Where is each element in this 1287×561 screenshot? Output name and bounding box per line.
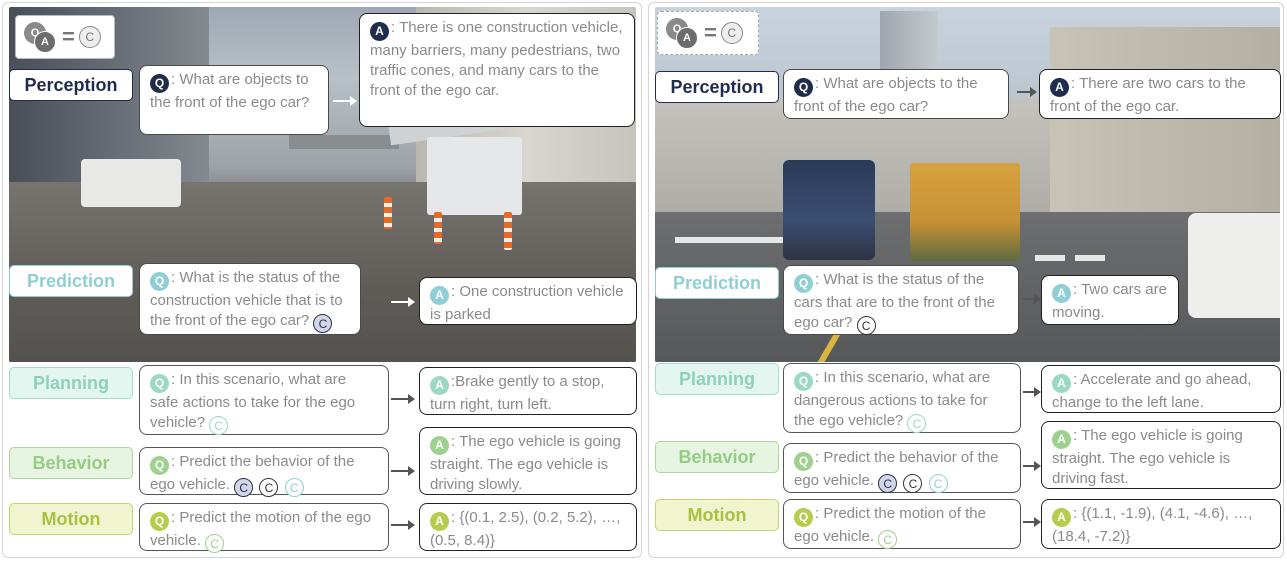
q-icon: Q bbox=[150, 73, 169, 93]
planning-answer: A:Brake gently to a stop, turn right, tu… bbox=[419, 367, 637, 415]
crosswalk-stripe bbox=[1035, 255, 1065, 261]
c-icon: C bbox=[907, 414, 927, 433]
behavior-answer: A: The ego vehicle is going straight. Th… bbox=[419, 427, 637, 495]
motion-tag: Motion bbox=[9, 503, 133, 535]
right-example-panel: Q A = C Perception Q: What are objects t… bbox=[648, 2, 1284, 558]
box-truck bbox=[910, 163, 1020, 261]
a-icon: A bbox=[430, 375, 449, 395]
a-icon: A bbox=[370, 21, 389, 41]
prediction-tag: Prediction bbox=[655, 267, 779, 299]
a-icon: A bbox=[1050, 77, 1069, 97]
arrow bbox=[1023, 517, 1041, 527]
prediction-question: Q: What is the status of the constructio… bbox=[139, 263, 361, 335]
c-icon: C bbox=[234, 478, 254, 497]
prediction-answer: A: Two cars are moving. bbox=[1041, 275, 1179, 325]
c-icon: C bbox=[720, 22, 743, 44]
motion-tag: Motion bbox=[655, 499, 779, 531]
perception-tag: Perception bbox=[655, 71, 779, 103]
government-building bbox=[1050, 27, 1280, 227]
c-icon: C bbox=[78, 26, 101, 48]
q-icon: Q bbox=[150, 373, 169, 393]
c-icon: C bbox=[856, 316, 876, 335]
c-icon: C bbox=[313, 314, 333, 333]
arrow bbox=[1023, 387, 1041, 397]
planning-tag: Planning bbox=[9, 367, 133, 399]
arrow bbox=[391, 394, 415, 404]
a-icon: A bbox=[430, 511, 449, 531]
traffic-cone bbox=[384, 197, 392, 229]
c-icon: C bbox=[878, 474, 898, 493]
c-icon: C bbox=[209, 416, 229, 435]
c-icon: C bbox=[259, 478, 279, 497]
pickup-truck bbox=[81, 159, 181, 207]
arrow bbox=[1023, 294, 1041, 304]
q-icon: Q bbox=[150, 455, 169, 475]
perception-question: Q: What are objects to the front of the … bbox=[139, 65, 329, 135]
perception-question: Q: What are objects to the front of the … bbox=[783, 69, 1009, 119]
perception-answer: A: There is one construction vehicle, ma… bbox=[359, 13, 635, 127]
arrow bbox=[391, 297, 415, 307]
a-icon: A bbox=[430, 285, 449, 305]
traffic-cone bbox=[504, 212, 512, 250]
behavior-tag: Behavior bbox=[655, 441, 779, 473]
c-icon: C bbox=[903, 474, 923, 493]
a-icon: A bbox=[1052, 373, 1071, 393]
skybridge bbox=[289, 135, 399, 149]
q-icon: Q bbox=[794, 451, 813, 471]
arrow bbox=[391, 466, 415, 476]
perception-tag: Perception bbox=[9, 69, 133, 101]
motion-question: Q: Predict the motion of the ego vehicle… bbox=[139, 503, 389, 553]
left-example-panel: Q A = C Perception Q: What are objects t… bbox=[2, 2, 642, 558]
q-icon: Q bbox=[150, 511, 169, 531]
motion-question: Q: Predict the motion of the ego vehicle… bbox=[783, 499, 1021, 549]
qa-equals-c-legend: Q A = C bbox=[15, 15, 115, 59]
bus bbox=[783, 160, 875, 260]
planning-question: Q: In this scenario, what are dangerous … bbox=[783, 363, 1021, 433]
a-icon: A bbox=[1052, 429, 1071, 449]
a-icon: A bbox=[1052, 283, 1071, 303]
prediction-answer: A: One construction vehicle is parked bbox=[419, 277, 637, 325]
c-icon: C bbox=[928, 474, 948, 493]
a-icon: A bbox=[1052, 507, 1071, 527]
behavior-question: Q: Predict the behavior of the ego vehic… bbox=[783, 443, 1021, 493]
arrow bbox=[391, 520, 415, 530]
motion-answer: A: {(0.1, 2.5), (0.2, 5.2), …, (0.5, 8.4… bbox=[419, 503, 637, 551]
perception-answer: A: There are two cars to the front of th… bbox=[1039, 69, 1281, 119]
c-icon: C bbox=[284, 478, 304, 497]
behavior-tag: Behavior bbox=[9, 447, 133, 479]
qa-icon-stack: Q A bbox=[24, 22, 58, 53]
behavior-answer: A: The ego vehicle is going straight. Th… bbox=[1041, 421, 1281, 489]
a-icon: A bbox=[430, 435, 449, 455]
prediction-question: Q: What is the status of the cars that a… bbox=[783, 265, 1019, 335]
construction-vehicle bbox=[427, 137, 522, 215]
crosswalk-stripe bbox=[675, 237, 785, 243]
arrow bbox=[1017, 87, 1037, 97]
arrow bbox=[1023, 461, 1041, 471]
arrow bbox=[333, 96, 357, 106]
qa-icon-stack: Q A bbox=[666, 18, 700, 49]
c-icon: C bbox=[878, 530, 898, 549]
q-icon: Q bbox=[794, 77, 813, 97]
q-icon: Q bbox=[794, 273, 813, 293]
q-icon: Q bbox=[794, 507, 813, 527]
q-icon: Q bbox=[794, 371, 813, 391]
planning-answer: A: Accelerate and go ahead, change to th… bbox=[1041, 365, 1281, 413]
motion-answer: A: {(1.1, -1.9), (4.1, -4.6), …, (18.4, … bbox=[1041, 499, 1281, 549]
qa-equals-c-legend: Q A = C bbox=[657, 11, 759, 55]
c-icon: C bbox=[205, 534, 225, 553]
crosswalk-stripe bbox=[1075, 255, 1105, 261]
behavior-question: Q: Predict the behavior of the ego vehic… bbox=[139, 447, 389, 497]
planning-question: Q: In this scenario, what are safe actio… bbox=[139, 365, 389, 435]
van bbox=[1188, 213, 1280, 318]
prediction-tag: Prediction bbox=[9, 265, 133, 297]
q-icon: Q bbox=[150, 271, 169, 291]
planning-tag: Planning bbox=[655, 363, 779, 395]
traffic-cone bbox=[434, 212, 442, 244]
